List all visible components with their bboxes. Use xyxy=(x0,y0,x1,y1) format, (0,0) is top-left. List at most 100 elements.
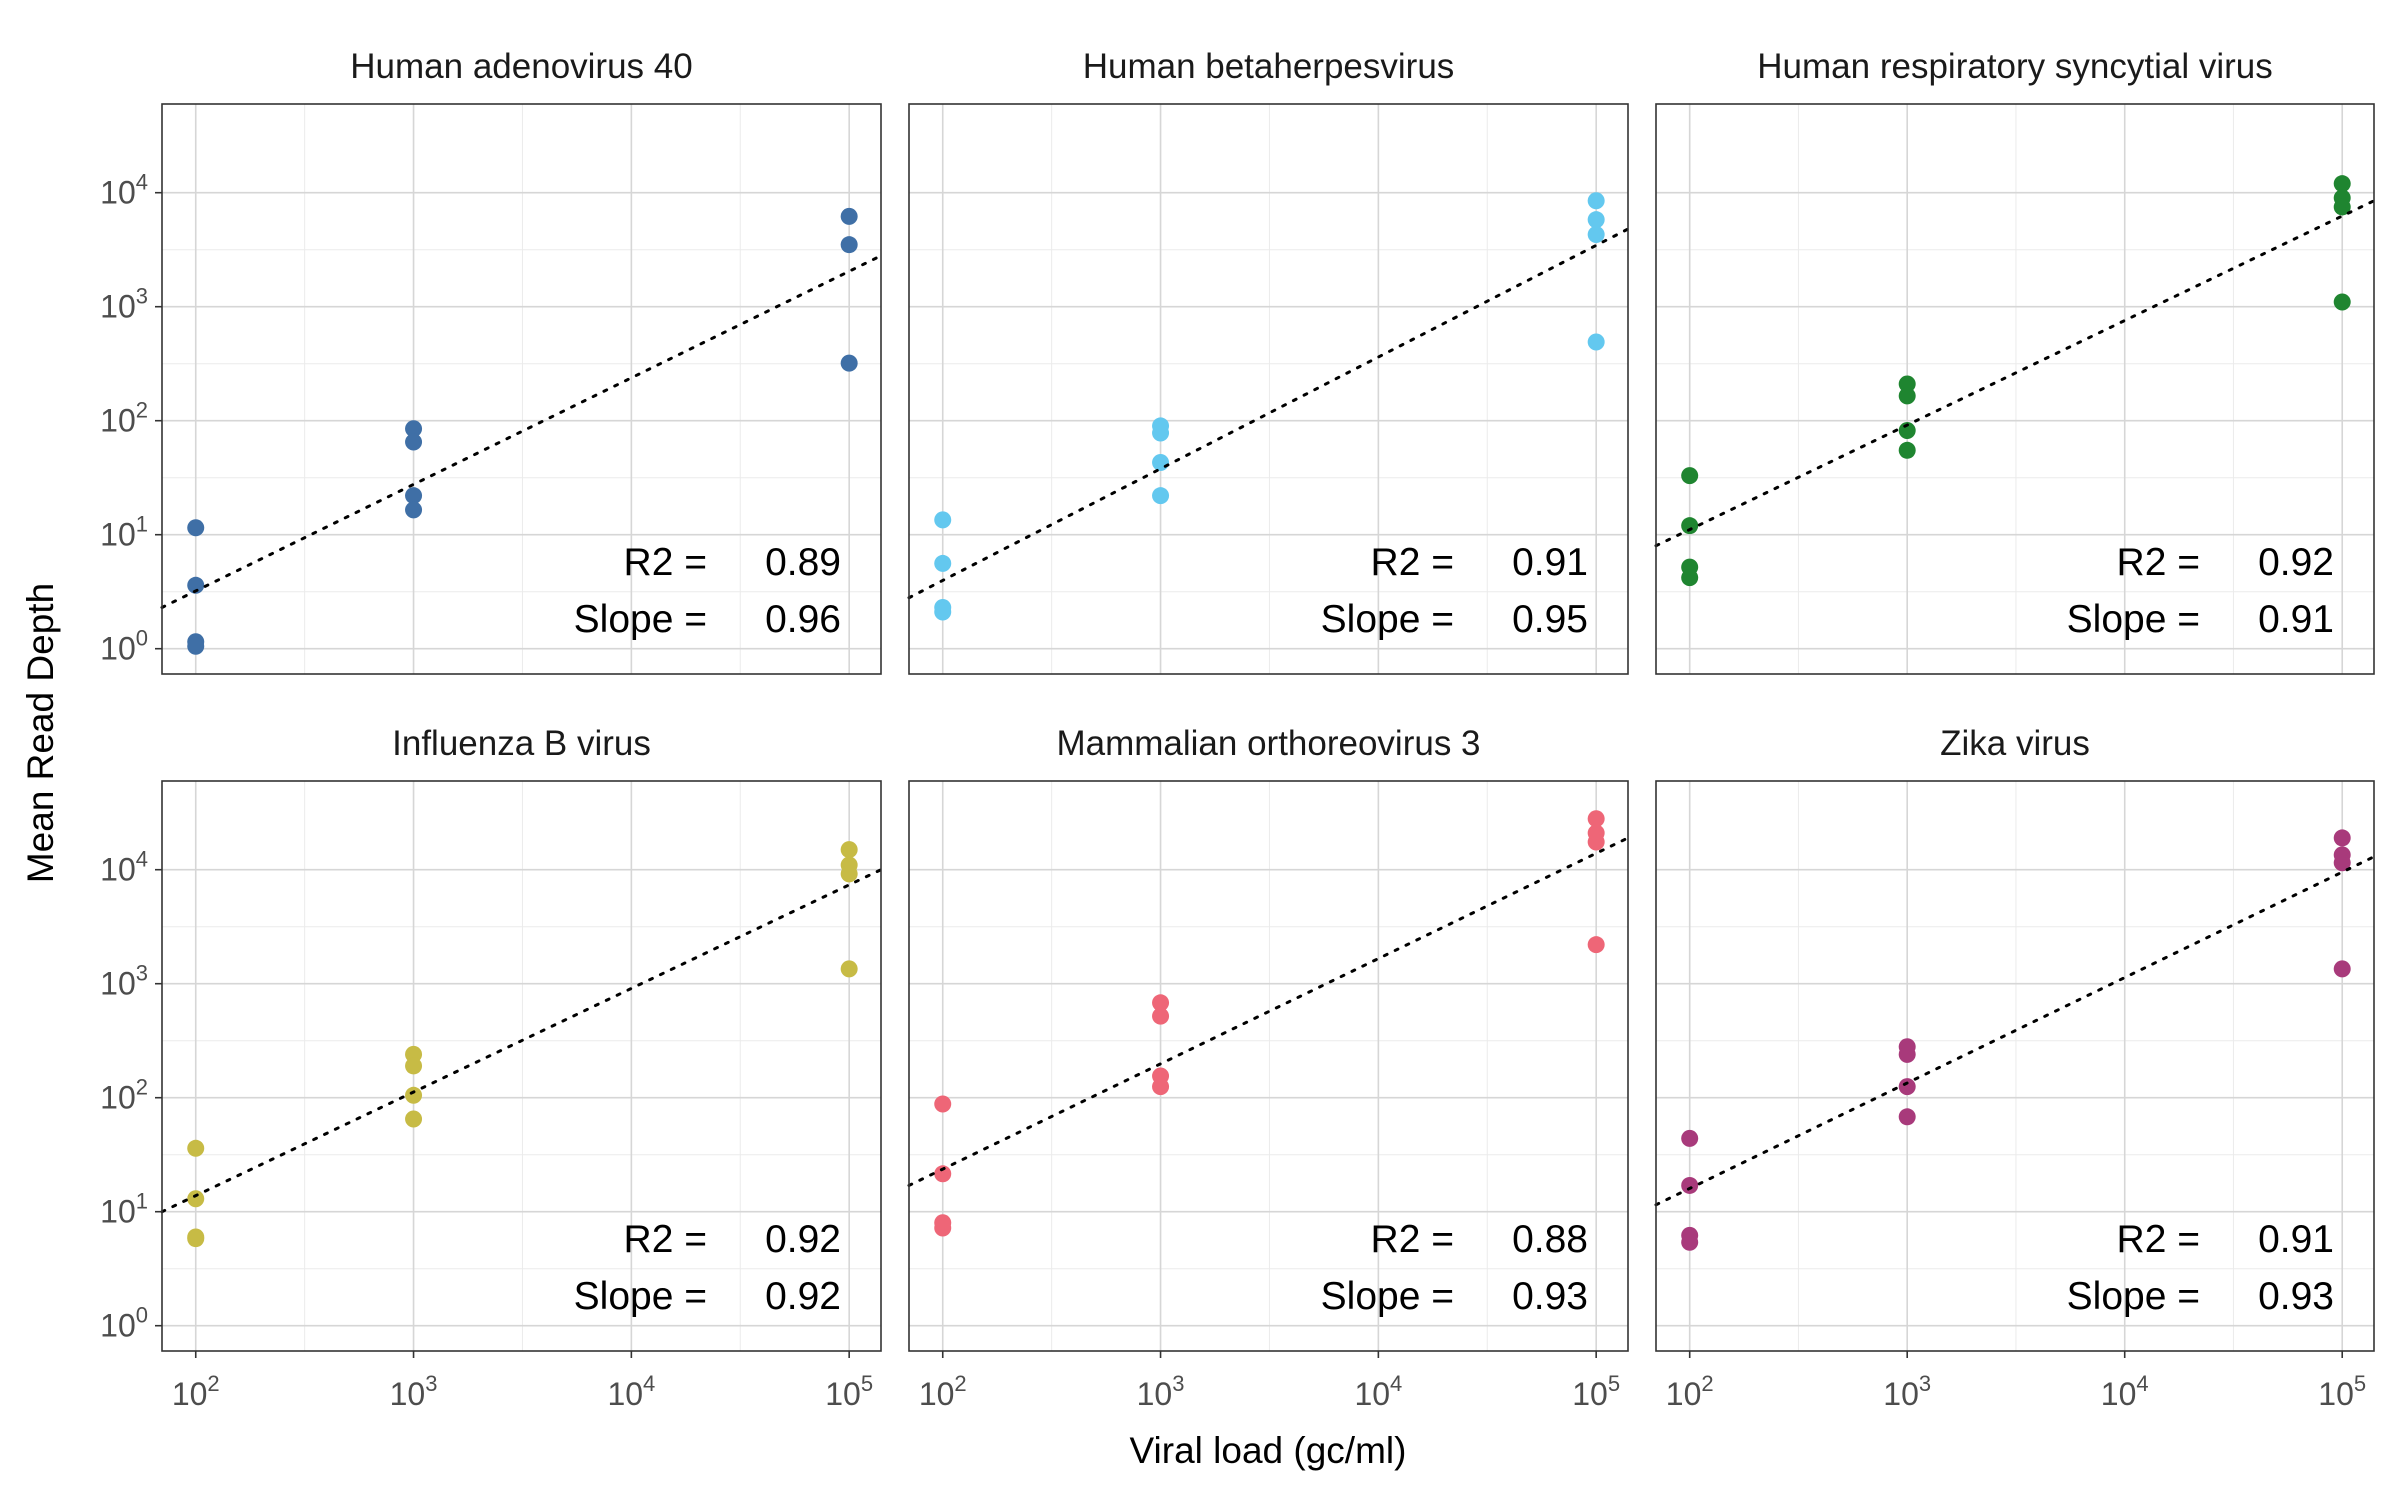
trend-line xyxy=(160,868,883,1214)
data-point xyxy=(1898,1045,1916,1063)
panel: Human betaherpesvirus R2 = 0.91 Slope = 0.95 xyxy=(907,47,1630,675)
data-point xyxy=(405,501,423,519)
trend-line xyxy=(1654,855,2376,1207)
panel-border xyxy=(1655,780,2375,1352)
data-point xyxy=(187,637,205,655)
slope-label: Slope = xyxy=(2067,1275,2200,1318)
x-tick-label: 105 xyxy=(2318,1371,2366,1412)
r2-label: R2 = xyxy=(624,1218,707,1261)
x-tick-label: 104 xyxy=(607,1371,655,1412)
panel-border xyxy=(161,103,882,675)
y-tick-label: 104 xyxy=(100,847,148,888)
data-point xyxy=(1152,1078,1170,1096)
data-point xyxy=(934,511,952,529)
data-point xyxy=(187,1230,205,1248)
panel-background xyxy=(162,104,881,674)
data-point xyxy=(934,1095,952,1113)
panel-border xyxy=(1655,103,2375,675)
slope-label: Slope = xyxy=(1321,1275,1454,1318)
trend-line xyxy=(907,836,1630,1187)
data-point xyxy=(1587,810,1605,828)
trend-line xyxy=(160,254,883,609)
data-point xyxy=(1152,424,1170,442)
data-point xyxy=(1152,453,1170,471)
slope-label: Slope = xyxy=(574,598,707,641)
x-axis-layer: 102 103 104 105 102 103 104 105 102 103 104 105 xyxy=(172,1351,2366,1412)
x-tick-label: 102 xyxy=(172,1371,220,1412)
data-point xyxy=(1898,1078,1916,1096)
r2-value: 0.89 xyxy=(765,541,841,584)
data-point xyxy=(1152,1007,1170,1025)
data-point xyxy=(2333,293,2351,311)
x-tick-label: 102 xyxy=(1666,1371,1714,1412)
data-point xyxy=(405,433,423,451)
x-tick-label: 104 xyxy=(1354,1371,1402,1412)
slope-value: 0.96 xyxy=(765,598,841,641)
data-point xyxy=(1898,1108,1916,1126)
data-point xyxy=(1898,441,1916,459)
data-point xyxy=(840,236,858,254)
slope-label: Slope = xyxy=(1321,598,1454,641)
slope-value: 0.93 xyxy=(2258,1275,2334,1318)
data-point xyxy=(840,865,858,883)
x-tick-label: 102 xyxy=(919,1371,967,1412)
slope-value: 0.92 xyxy=(765,1275,841,1318)
data-point xyxy=(934,1219,952,1237)
data-point xyxy=(1898,375,1916,393)
data-point xyxy=(840,354,858,372)
x-axis-title: Viral load (gc/ml) xyxy=(1130,1430,1407,1471)
data-point xyxy=(187,1139,205,1157)
x-tick-label: 105 xyxy=(825,1371,873,1412)
r2-value: 0.91 xyxy=(1512,541,1588,584)
data-point xyxy=(1587,936,1605,954)
data-point xyxy=(934,603,952,621)
data-point xyxy=(840,841,858,859)
slope-value: 0.95 xyxy=(1512,598,1588,641)
y-tick-label: 100 xyxy=(100,1303,148,1344)
data-point xyxy=(1587,211,1605,229)
trend-line xyxy=(907,227,1630,600)
x-tick-label: 103 xyxy=(390,1371,438,1412)
data-point xyxy=(2333,854,2351,872)
x-tick-label: 104 xyxy=(2101,1371,2149,1412)
data-point xyxy=(2333,198,2351,216)
r2-label: R2 = xyxy=(1371,541,1454,584)
panel-title: Human betaherpesvirus xyxy=(1083,47,1455,86)
data-point xyxy=(2333,175,2351,193)
data-point xyxy=(1681,1176,1699,1194)
panel-title: Zika virus xyxy=(1940,724,2090,763)
x-tick-label: 103 xyxy=(1137,1371,1185,1412)
data-point xyxy=(1587,192,1605,210)
r2-label: R2 = xyxy=(2117,541,2200,584)
panel: Zika virus R2 = 0.91 Slope = 0.93 xyxy=(1654,724,2376,1352)
r2-value: 0.92 xyxy=(2258,541,2334,584)
panel-background xyxy=(909,104,1628,674)
data-point xyxy=(405,420,423,438)
data-point xyxy=(2333,829,2351,847)
panel-background xyxy=(909,781,1628,1351)
y-tick-label: 101 xyxy=(100,1189,148,1230)
y-axis-layer: 100 101 102 103 104 100 101 102 103 104 xyxy=(100,170,162,1344)
y-tick-label: 101 xyxy=(100,512,148,553)
panel-background xyxy=(1656,781,2374,1351)
r2-value: 0.88 xyxy=(1512,1218,1588,1261)
panel-background xyxy=(1656,104,2374,674)
panel-border xyxy=(908,780,1629,1352)
r2-value: 0.91 xyxy=(2258,1218,2334,1261)
r2-label: R2 = xyxy=(624,541,707,584)
slope-value: 0.93 xyxy=(1512,1275,1588,1318)
data-point xyxy=(405,1110,423,1128)
data-point xyxy=(1152,994,1170,1012)
panel: Human respiratory syncytial virus R2 = 0.9… xyxy=(1654,47,2376,675)
panel-border xyxy=(161,780,882,1352)
data-point xyxy=(934,1165,952,1183)
slope-value: 0.91 xyxy=(2258,598,2334,641)
data-point xyxy=(1681,517,1699,535)
y-axis-title: Mean Read Depth xyxy=(20,583,61,883)
panel-background xyxy=(162,781,881,1351)
data-point xyxy=(1898,387,1916,405)
slope-label: Slope = xyxy=(2067,598,2200,641)
y-tick-label: 100 xyxy=(100,626,148,667)
